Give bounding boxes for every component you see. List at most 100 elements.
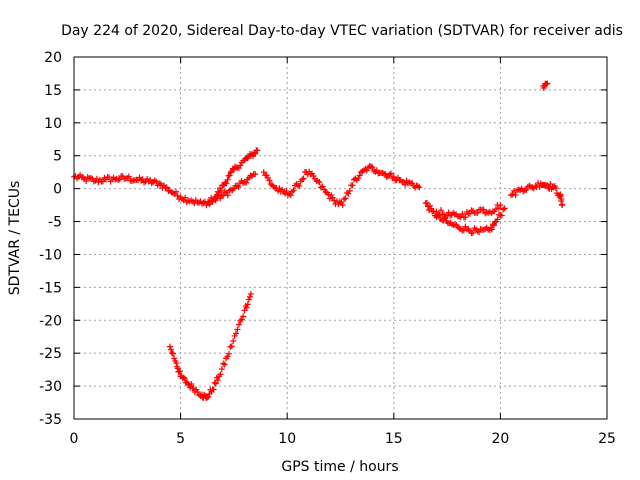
data-point bbox=[181, 375, 188, 382]
data-point bbox=[240, 313, 247, 320]
data-point bbox=[212, 380, 219, 387]
data-point bbox=[220, 360, 227, 367]
data-point bbox=[523, 186, 530, 193]
y-tick-label: -25 bbox=[39, 346, 62, 362]
data-point bbox=[287, 192, 294, 199]
y-tick-label: -20 bbox=[39, 313, 62, 329]
data-point bbox=[296, 182, 303, 189]
data-point bbox=[491, 222, 498, 229]
x-axis-label: GPS time / hours bbox=[281, 459, 398, 475]
data-point bbox=[228, 343, 235, 350]
data-point bbox=[558, 196, 565, 203]
data-point bbox=[498, 212, 505, 219]
plot-frame bbox=[73, 56, 608, 420]
data-point bbox=[543, 81, 550, 88]
axis-ticks: 0 5 10 15 20 25 20 15 10 5 0 -5 -10 -15 -20 -25 -30 -35 bbox=[39, 50, 616, 447]
data-point bbox=[93, 175, 100, 182]
data-point bbox=[217, 371, 224, 378]
data-point bbox=[233, 330, 240, 337]
y-tick-label: -5 bbox=[48, 215, 62, 231]
data-point bbox=[488, 226, 495, 233]
y-tick-label: -10 bbox=[39, 247, 62, 263]
data-point bbox=[480, 206, 487, 213]
data-point bbox=[170, 350, 177, 357]
y-tick-label: 20 bbox=[44, 50, 62, 66]
data-point bbox=[423, 199, 430, 206]
chart-title: Day 224 of 2020, Sidereal Day-to-day VTE… bbox=[61, 23, 623, 39]
data-point bbox=[476, 229, 483, 236]
data-point bbox=[235, 184, 242, 191]
data-point bbox=[373, 167, 380, 174]
data-point bbox=[218, 366, 225, 373]
data-point bbox=[224, 176, 231, 183]
data-point bbox=[83, 177, 90, 184]
data-point bbox=[462, 214, 469, 221]
data-point bbox=[283, 187, 290, 194]
data-point bbox=[234, 326, 241, 333]
data-point bbox=[390, 173, 397, 180]
data-point bbox=[226, 172, 233, 179]
data-point bbox=[495, 205, 502, 212]
data-point bbox=[331, 197, 338, 204]
data-point bbox=[501, 205, 508, 212]
data-point bbox=[174, 192, 181, 199]
x-tick-label: 0 bbox=[70, 431, 79, 447]
y-tick-label: 10 bbox=[44, 116, 62, 132]
data-point bbox=[147, 176, 154, 183]
data-point bbox=[244, 301, 251, 308]
data-point bbox=[438, 207, 445, 214]
data-point bbox=[221, 361, 228, 368]
data-point bbox=[345, 190, 352, 197]
data-point bbox=[346, 187, 353, 194]
grid bbox=[74, 57, 607, 419]
data-point bbox=[224, 192, 231, 199]
data-point bbox=[544, 80, 551, 87]
data-point bbox=[316, 179, 323, 186]
data-point bbox=[459, 210, 466, 217]
data-point bbox=[176, 368, 183, 375]
data-point bbox=[204, 394, 211, 401]
x-tick-label: 10 bbox=[278, 431, 296, 447]
data-point bbox=[157, 180, 164, 187]
data-point bbox=[387, 170, 394, 177]
data-point bbox=[511, 187, 518, 194]
data-point bbox=[238, 316, 245, 323]
data-point bbox=[237, 317, 244, 324]
data-point bbox=[230, 337, 237, 344]
data-point bbox=[469, 229, 476, 236]
data-point bbox=[497, 202, 504, 209]
data-point bbox=[243, 179, 250, 186]
data-point bbox=[227, 169, 234, 176]
data-point bbox=[166, 343, 173, 350]
data-point bbox=[544, 182, 551, 189]
data-point bbox=[368, 163, 375, 170]
data-point bbox=[369, 164, 376, 171]
x-tick-label: 25 bbox=[598, 431, 616, 447]
data-point bbox=[205, 393, 212, 400]
data-point bbox=[211, 379, 218, 386]
y-tick-label: -35 bbox=[39, 412, 62, 428]
data-point bbox=[509, 191, 516, 198]
y-tick-label: 0 bbox=[53, 182, 62, 198]
data-point bbox=[235, 321, 242, 328]
data-point bbox=[227, 343, 234, 350]
data-point bbox=[552, 185, 559, 192]
data-point bbox=[247, 290, 254, 297]
data-point bbox=[266, 177, 273, 184]
data-point bbox=[356, 172, 363, 179]
data-point bbox=[163, 184, 170, 191]
data-points bbox=[71, 80, 566, 401]
data-point bbox=[206, 201, 213, 208]
y-tick-label: 15 bbox=[44, 83, 62, 99]
data-point bbox=[260, 169, 267, 176]
data-point bbox=[267, 181, 274, 188]
data-point bbox=[153, 178, 160, 185]
data-point bbox=[171, 355, 178, 362]
data-point bbox=[99, 178, 106, 185]
data-point bbox=[188, 381, 195, 388]
data-point bbox=[225, 350, 232, 357]
y-tick-label: -30 bbox=[39, 379, 62, 395]
data-point bbox=[494, 216, 501, 223]
data-point bbox=[180, 374, 187, 381]
